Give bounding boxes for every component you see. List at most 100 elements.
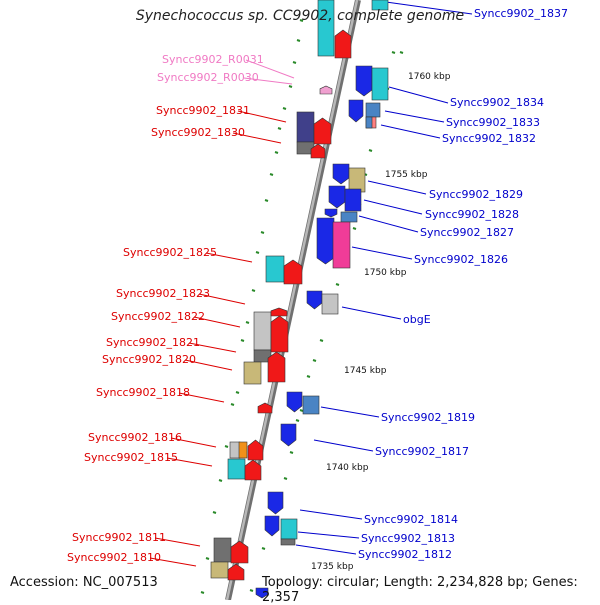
tick-mark: [274, 151, 279, 154]
tick-mark: [235, 391, 240, 394]
leader-line: [237, 110, 287, 123]
gene-label-syncc9902-1825[interactable]: Syncc9902_1825: [123, 246, 218, 259]
tick-mark: [283, 477, 288, 480]
gene-label-syncc9902-1827[interactable]: Syncc9902_1827: [420, 226, 515, 239]
tick-mark: [269, 173, 274, 176]
gene-label-syncc9902-1837[interactable]: Syncc9902_1837: [474, 7, 569, 20]
gene-feature: [371, 67, 389, 101]
tick-mark: [299, 19, 304, 22]
gene-feature: [280, 538, 296, 546]
gene-label-syncc9902-1830[interactable]: Syncc9902_1830: [151, 126, 246, 139]
gene-feature: [238, 441, 248, 459]
gene-feature: [371, 0, 389, 11]
gene-label-syncc9902-1818[interactable]: Syncc9902_1818: [96, 386, 191, 399]
gene-feature: [348, 167, 366, 193]
tick-mark: [212, 511, 217, 514]
leader-line: [149, 557, 197, 567]
gene-label-syncc9902-1829[interactable]: Syncc9902_1829: [429, 188, 524, 201]
leader-line: [184, 359, 233, 371]
gene-label-syncc9902-1832[interactable]: Syncc9902_1832: [442, 132, 537, 145]
gene-feature: [210, 561, 229, 579]
gene-label-syncc9902-1817[interactable]: Syncc9902_1817: [375, 445, 470, 458]
tick-mark: [288, 85, 293, 88]
tick-mark: [391, 51, 396, 54]
gene-label-syncc9902-1810[interactable]: Syncc9902_1810: [67, 551, 162, 564]
gene-label-syncc9902-1833[interactable]: Syncc9902_1833: [446, 116, 541, 129]
leader-line: [297, 531, 360, 539]
topology-text: Topology: circular; Length: 2,234,828 bp…: [262, 575, 578, 605]
gene-label-syncc9902-r0030[interactable]: Syncc9902_R0030: [157, 71, 259, 84]
gene-label-syncc9902-1822[interactable]: Syncc9902_1822: [111, 310, 206, 323]
leader-line: [295, 544, 357, 555]
gene-label-syncc9902-1821[interactable]: Syncc9902_1821: [106, 336, 201, 349]
tick-mark: [255, 251, 260, 254]
gene-feature: [365, 102, 381, 118]
tick-mark: [319, 339, 324, 342]
gene-features: [210, 0, 389, 599]
gene-feature: [264, 515, 280, 537]
gene-feature: [244, 459, 262, 481]
tick-mark: [264, 199, 269, 202]
leader-line: [170, 437, 217, 448]
gene-label-syncc9902-1815[interactable]: Syncc9902_1815: [84, 451, 179, 464]
tick-mark: [200, 591, 205, 594]
gene-feature: [283, 259, 303, 285]
tick-mark: [224, 445, 229, 448]
rna-feature: [319, 85, 333, 95]
gene-feature: [334, 29, 352, 59]
label-leaders: [149, 1, 473, 567]
tick-mark: [240, 339, 245, 342]
gene-feature: [270, 315, 289, 353]
leader-line: [299, 509, 363, 520]
gene-feature: [365, 116, 373, 129]
kbp-marker-1735: 1735 kbp: [311, 562, 354, 572]
gene-feature: [213, 537, 232, 563]
gene-label-syncc9902-1812[interactable]: Syncc9902_1812: [358, 548, 453, 561]
kbp-marker-1745: 1745 kbp: [344, 366, 387, 376]
accession-text: Accession: NC_007513: [10, 575, 158, 590]
gene-feature: [306, 290, 323, 310]
gene-label-syncc9902-1816[interactable]: Syncc9902_1816: [88, 431, 183, 444]
gene-feature: [229, 441, 241, 459]
gene-feature: [286, 391, 303, 413]
tick-mark: [289, 451, 294, 454]
tick-mark: [205, 557, 210, 560]
gene-feature: [280, 423, 297, 447]
gene-label-syncc9902-1826[interactable]: Syncc9902_1826: [414, 253, 509, 266]
gene-label-syncc9902-1834[interactable]: Syncc9902_1834: [450, 96, 545, 109]
gene-feature: [280, 518, 298, 540]
leader-line: [205, 252, 253, 263]
gene-label-syncc9902-1819[interactable]: Syncc9902_1819: [381, 411, 476, 424]
gene-feature: [265, 255, 285, 283]
gene-feature: [340, 211, 358, 223]
gene-label-syncc9902-1820[interactable]: Syncc9902_1820: [102, 353, 197, 366]
tick-mark: [312, 359, 317, 362]
leader-line: [243, 77, 293, 85]
gene-feature: [332, 163, 350, 185]
gene-label-syncc9902-1823[interactable]: Syncc9902_1823: [116, 287, 211, 300]
gene-label-syncc9902-1813[interactable]: Syncc9902_1813: [361, 532, 456, 545]
gene-feature: [324, 208, 338, 218]
tick-mark: [335, 283, 340, 286]
gene-feature: [344, 188, 362, 212]
gene-label-syncc9902-1828[interactable]: Syncc9902_1828: [425, 208, 520, 221]
tick-mark: [245, 321, 250, 324]
gene-feature: [257, 402, 273, 414]
leader-line: [320, 406, 380, 418]
gene-label-obge[interactable]: obgE: [403, 313, 431, 326]
kbp-marker-1755: 1755 kbp: [385, 170, 428, 180]
leader-line: [154, 537, 201, 547]
gene-label-syncc9902-1814[interactable]: Syncc9902_1814: [364, 513, 459, 526]
tick-mark: [352, 227, 357, 230]
tick-mark: [299, 409, 304, 412]
gene-feature: [253, 311, 272, 351]
gene-feature: [230, 540, 249, 564]
gene-label-syncc9902-r0031[interactable]: Syncc9902_R0031: [162, 53, 264, 66]
tick-mark: [260, 231, 265, 234]
gene-label-syncc9902-1831[interactable]: Syncc9902_1831: [156, 104, 251, 117]
gene-feature: [348, 99, 364, 123]
gene-label-syncc9902-1811[interactable]: Syncc9902_1811: [72, 531, 167, 544]
gene-feature: [267, 351, 286, 383]
leader-line: [363, 199, 423, 215]
leader-line: [166, 457, 213, 467]
